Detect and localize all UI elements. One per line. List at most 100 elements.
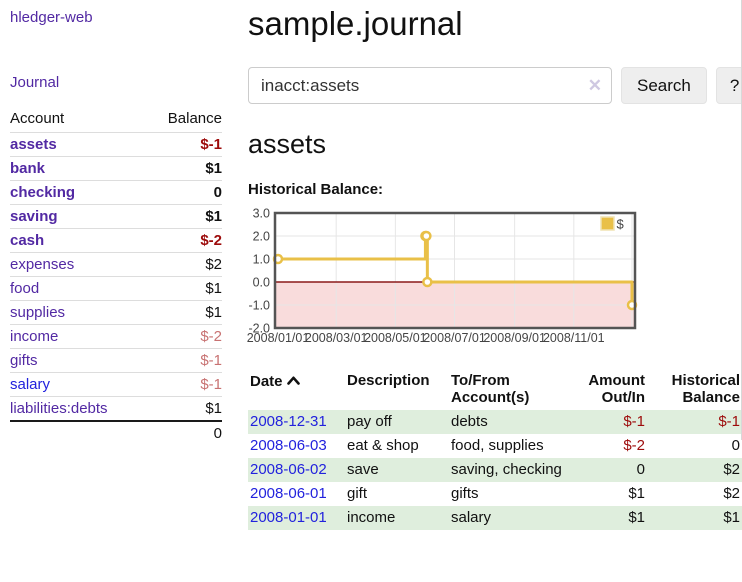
svg-text:-2.0: -2.0 <box>248 322 270 336</box>
transaction-row: 2008-06-03 eat & shop food, supplies $-2 0 <box>248 434 742 458</box>
account-balance: $1 <box>146 300 222 325</box>
transaction-description: eat & shop <box>347 437 419 454</box>
transaction-accounts: food, supplies <box>451 437 544 454</box>
svg-text:2.0: 2.0 <box>253 230 270 244</box>
balance-chart: $3.0 2.0 1.0 0.0 -1.0 -2.02008/01/012008/03/0… <box>247 207 638 345</box>
svg-text:$: $ <box>617 217 625 232</box>
accounts-header-balance: Balance <box>167 110 222 127</box>
brand-link[interactable]: hledger-web <box>10 9 93 26</box>
transaction-date-link[interactable]: 2008-01-01 <box>250 509 327 526</box>
account-balance: 0 <box>146 180 222 205</box>
account-link[interactable]: saving <box>10 208 58 225</box>
transaction-row: 2008-06-01 gift gifts $1 $2 <box>248 482 742 506</box>
search-input[interactable] <box>248 67 612 104</box>
account-link[interactable]: assets <box>10 136 57 153</box>
sidebar-item-journal[interactable]: Journal <box>10 74 60 91</box>
account-balance: $-1 <box>146 348 222 373</box>
register-header-date[interactable]: Date <box>248 370 345 410</box>
svg-text:3.0: 3.0 <box>253 207 270 221</box>
help-button[interactable]: ? <box>715 67 742 104</box>
account-balance: $1 <box>146 204 222 229</box>
account-balance: $1 <box>146 156 222 181</box>
chart-wrap: $3.0 2.0 1.0 0.0 -1.0 -2.0 2008/01/01 2008/03/0… <box>240 206 742 353</box>
svg-text:2008/01/01: 2008/01/01 <box>247 331 310 345</box>
account-row: assets $-1 <box>10 132 222 157</box>
account-balance: $-2 <box>146 324 222 349</box>
page: hledger-web Journal Account Balance asse… <box>10 0 742 530</box>
page-title: sample.journal <box>248 5 463 42</box>
clear-search-icon[interactable]: ✕ <box>587 75 602 95</box>
transaction-row: 2008-12-31 pay off debts $-1 $-1 <box>248 410 742 434</box>
account-link[interactable]: gifts <box>10 352 38 369</box>
svg-text:0.0: 0.0 <box>253 276 270 290</box>
transaction-description: gift <box>347 485 368 502</box>
svg-text:1.0: 1.0 <box>253 253 270 267</box>
account-row: liabilities:debts $1 <box>10 396 222 421</box>
transaction-amount: $1 <box>628 509 645 526</box>
account-link[interactable]: income <box>10 328 59 345</box>
account-row: gifts $-1 <box>10 348 222 373</box>
account-row: bank $1 <box>10 156 222 181</box>
svg-text:-1.0: -1.0 <box>248 299 270 313</box>
account-link[interactable]: salary <box>10 376 51 393</box>
account-link[interactable]: expenses <box>10 256 75 273</box>
accounts-table: Account Balance assets $-1 bank $1 checking 0… <box>10 108 222 445</box>
account-row: food $1 <box>10 276 222 301</box>
account-heading: assets <box>248 129 327 159</box>
transaction-amount: $1 <box>628 485 645 502</box>
account-row: income $-2 <box>10 324 222 349</box>
register-header-amount: Amount Out/In <box>588 372 645 406</box>
account-link[interactable]: food <box>10 280 40 297</box>
account-row: checking 0 <box>10 180 222 205</box>
svg-text:2008/11/01: 2008/11/01 <box>543 331 605 345</box>
account-row: cash $-2 <box>10 228 222 253</box>
account-link[interactable]: cash <box>10 232 45 249</box>
account-balance: $2 <box>146 252 222 277</box>
transaction-description: save <box>347 461 379 478</box>
search-box: ✕ <box>248 67 612 104</box>
transaction-date-link[interactable]: 2008-12-31 <box>250 413 327 430</box>
transaction-date-link[interactable]: 2008-06-03 <box>250 437 327 454</box>
svg-text:2008/03/01: 2008/03/01 <box>305 331 368 345</box>
transaction-date-link[interactable]: 2008-06-02 <box>250 461 327 478</box>
transaction-amount: $-2 <box>623 437 645 454</box>
transaction-accounts: salary <box>451 509 492 526</box>
account-balance: $-1 <box>146 132 222 157</box>
transaction-amount: $-1 <box>623 413 645 430</box>
register-table: Date Description To/From Account(s) Amou… <box>248 370 742 530</box>
transaction-accounts: gifts <box>451 485 479 502</box>
account-balance: $1 <box>146 396 222 421</box>
account-balance: $1 <box>146 276 222 301</box>
transaction-amount: 0 <box>636 461 645 478</box>
transaction-date-link[interactable]: 2008-06-01 <box>250 485 327 502</box>
transaction-balance: 0 <box>731 437 740 454</box>
account-link[interactable]: supplies <box>10 304 66 321</box>
accounts-header-account: Account <box>10 110 65 127</box>
accounts-total-value: 0 <box>146 420 222 445</box>
account-row: supplies $1 <box>10 300 222 325</box>
svg-text:2008/05/01: 2008/05/01 <box>364 331 427 345</box>
sort-asc-icon <box>286 372 300 389</box>
transaction-balance: $2 <box>723 485 740 502</box>
account-row: expenses $2 <box>10 252 222 277</box>
chart-label: Historical Balance: <box>248 181 384 198</box>
register-header-tofrom: To/From Account(s) <box>451 372 530 406</box>
account-row: saving $1 <box>10 204 222 229</box>
account-row: salary $-1 <box>10 372 222 397</box>
account-link[interactable]: checking <box>10 184 76 201</box>
account-link[interactable]: liabilities:debts <box>10 400 108 417</box>
transaction-description: pay off <box>347 413 392 430</box>
transaction-balance: $1 <box>723 509 740 526</box>
svg-text:2008/07/01: 2008/07/01 <box>423 331 486 345</box>
search-button[interactable]: Search <box>621 67 707 104</box>
register-header-description: Description <box>347 372 430 389</box>
transaction-balance: $2 <box>723 461 740 478</box>
account-balance: $-1 <box>146 372 222 397</box>
transaction-accounts: saving, checking <box>451 461 562 478</box>
transaction-balance: $-1 <box>718 413 740 430</box>
accounts-total-row: 0 <box>10 420 222 445</box>
register-header-balance: Historical Balance <box>671 372 740 406</box>
main-content: sample.journal ✕ Search ? assets Histori… <box>233 0 742 530</box>
svg-text:2008/09/01: 2008/09/01 <box>483 331 546 345</box>
account-link[interactable]: bank <box>10 160 46 177</box>
